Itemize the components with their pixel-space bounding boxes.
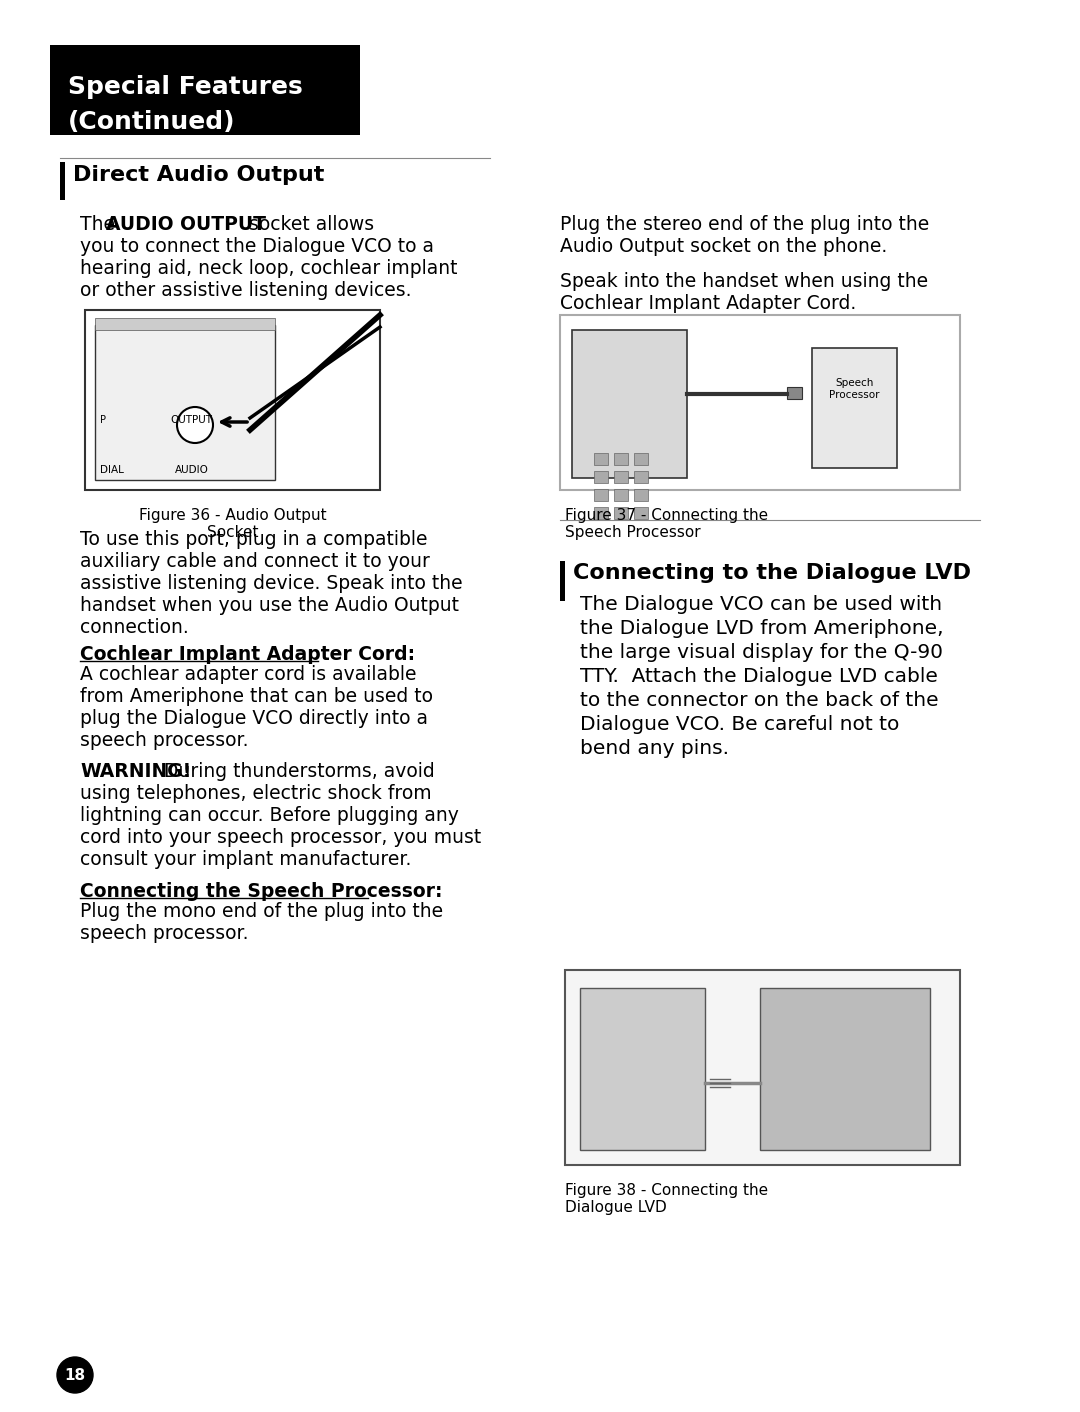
- Text: Cochlear Implant Adapter Cord.: Cochlear Implant Adapter Cord.: [561, 294, 856, 313]
- Text: hearing aid, neck loop, cochlear implant: hearing aid, neck loop, cochlear implant: [80, 258, 458, 278]
- Text: OUTPUT: OUTPUT: [170, 415, 212, 425]
- Text: lightning can occur. Before plugging any: lightning can occur. Before plugging any: [80, 806, 459, 825]
- FancyBboxPatch shape: [634, 472, 648, 483]
- Text: consult your implant manufacturer.: consult your implant manufacturer.: [80, 850, 411, 868]
- Text: assistive listening device. Speak into the: assistive listening device. Speak into t…: [80, 575, 462, 593]
- Text: P: P: [100, 415, 106, 425]
- FancyBboxPatch shape: [615, 507, 627, 520]
- Text: plug the Dialogue VCO directly into a: plug the Dialogue VCO directly into a: [80, 709, 428, 729]
- FancyBboxPatch shape: [760, 988, 930, 1149]
- FancyBboxPatch shape: [95, 318, 275, 330]
- Text: Speech
Processor: Speech Processor: [829, 378, 880, 401]
- FancyBboxPatch shape: [594, 453, 608, 465]
- FancyBboxPatch shape: [580, 988, 705, 1149]
- Text: Connecting the Speech Processor:: Connecting the Speech Processor:: [80, 882, 443, 901]
- Text: Speak into the handset when using the: Speak into the handset when using the: [561, 273, 928, 291]
- Text: 18: 18: [65, 1367, 85, 1382]
- Text: The: The: [80, 215, 121, 234]
- Text: The Dialogue VCO can be used with: The Dialogue VCO can be used with: [580, 594, 942, 614]
- Text: socket allows: socket allows: [243, 215, 374, 234]
- Text: speech processor.: speech processor.: [80, 923, 248, 943]
- Text: Figure 36 - Audio Output
Socket: Figure 36 - Audio Output Socket: [138, 508, 326, 541]
- Text: Connecting to the Dialogue LVD: Connecting to the Dialogue LVD: [573, 563, 971, 583]
- FancyBboxPatch shape: [634, 489, 648, 501]
- Text: During thunderstorms, avoid: During thunderstorms, avoid: [158, 762, 435, 781]
- Text: Special Features
(Continued): Special Features (Continued): [68, 75, 302, 134]
- FancyBboxPatch shape: [615, 489, 627, 501]
- Text: Plug the stereo end of the plug into the: Plug the stereo end of the plug into the: [561, 215, 929, 234]
- Text: WARNING!: WARNING!: [80, 762, 191, 781]
- FancyBboxPatch shape: [85, 311, 380, 490]
- Text: connection.: connection.: [80, 618, 189, 637]
- Text: handset when you use the Audio Output: handset when you use the Audio Output: [80, 596, 459, 616]
- FancyBboxPatch shape: [634, 507, 648, 520]
- Text: auxiliary cable and connect it to your: auxiliary cable and connect it to your: [80, 552, 430, 570]
- Text: Figure 38 - Connecting the
Dialogue LVD: Figure 38 - Connecting the Dialogue LVD: [565, 1183, 768, 1216]
- Text: to the connector on the back of the: to the connector on the back of the: [580, 690, 939, 710]
- Text: the large visual display for the Q-90: the large visual display for the Q-90: [580, 642, 943, 662]
- Text: the Dialogue LVD from Ameriphone,: the Dialogue LVD from Ameriphone,: [580, 618, 944, 638]
- FancyBboxPatch shape: [50, 45, 360, 136]
- FancyBboxPatch shape: [594, 489, 608, 501]
- FancyBboxPatch shape: [634, 453, 648, 465]
- FancyBboxPatch shape: [787, 387, 802, 400]
- Text: or other assistive listening devices.: or other assistive listening devices.: [80, 281, 411, 299]
- Bar: [561, 561, 565, 602]
- Text: To use this port, plug in a compatible: To use this port, plug in a compatible: [80, 530, 428, 549]
- Circle shape: [177, 407, 213, 443]
- Text: Audio Output socket on the phone.: Audio Output socket on the phone.: [561, 237, 888, 256]
- Text: cord into your speech processor, you must: cord into your speech processor, you mus…: [80, 827, 482, 847]
- Text: Cochlear Implant Adapter Cord:: Cochlear Implant Adapter Cord:: [80, 645, 415, 664]
- Text: bend any pins.: bend any pins.: [580, 738, 729, 758]
- FancyBboxPatch shape: [812, 347, 897, 467]
- Text: DIAL: DIAL: [100, 465, 124, 474]
- FancyBboxPatch shape: [572, 330, 687, 479]
- Text: using telephones, electric shock from: using telephones, electric shock from: [80, 784, 432, 803]
- FancyBboxPatch shape: [95, 325, 275, 480]
- Bar: [60, 162, 65, 201]
- FancyBboxPatch shape: [565, 970, 960, 1165]
- Text: Figure 37 - Connecting the
Speech Processor: Figure 37 - Connecting the Speech Proces…: [565, 508, 768, 541]
- Text: speech processor.: speech processor.: [80, 731, 248, 750]
- Text: AUDIO: AUDIO: [175, 465, 208, 474]
- Text: Direct Audio Output: Direct Audio Output: [73, 165, 324, 185]
- Text: A cochlear adapter cord is available: A cochlear adapter cord is available: [80, 665, 417, 683]
- Text: TTY.  Attach the Dialogue LVD cable: TTY. Attach the Dialogue LVD cable: [580, 666, 937, 686]
- FancyBboxPatch shape: [594, 507, 608, 520]
- Circle shape: [57, 1357, 93, 1394]
- FancyBboxPatch shape: [561, 315, 960, 490]
- FancyBboxPatch shape: [615, 472, 627, 483]
- Text: Plug the mono end of the plug into the: Plug the mono end of the plug into the: [80, 902, 443, 921]
- Text: you to connect the Dialogue VCO to a: you to connect the Dialogue VCO to a: [80, 237, 434, 256]
- Text: AUDIO OUTPUT: AUDIO OUTPUT: [106, 215, 266, 234]
- FancyBboxPatch shape: [594, 472, 608, 483]
- Text: Dialogue VCO. Be careful not to: Dialogue VCO. Be careful not to: [580, 714, 900, 734]
- FancyBboxPatch shape: [615, 453, 627, 465]
- Text: from Ameriphone that can be used to: from Ameriphone that can be used to: [80, 688, 433, 706]
